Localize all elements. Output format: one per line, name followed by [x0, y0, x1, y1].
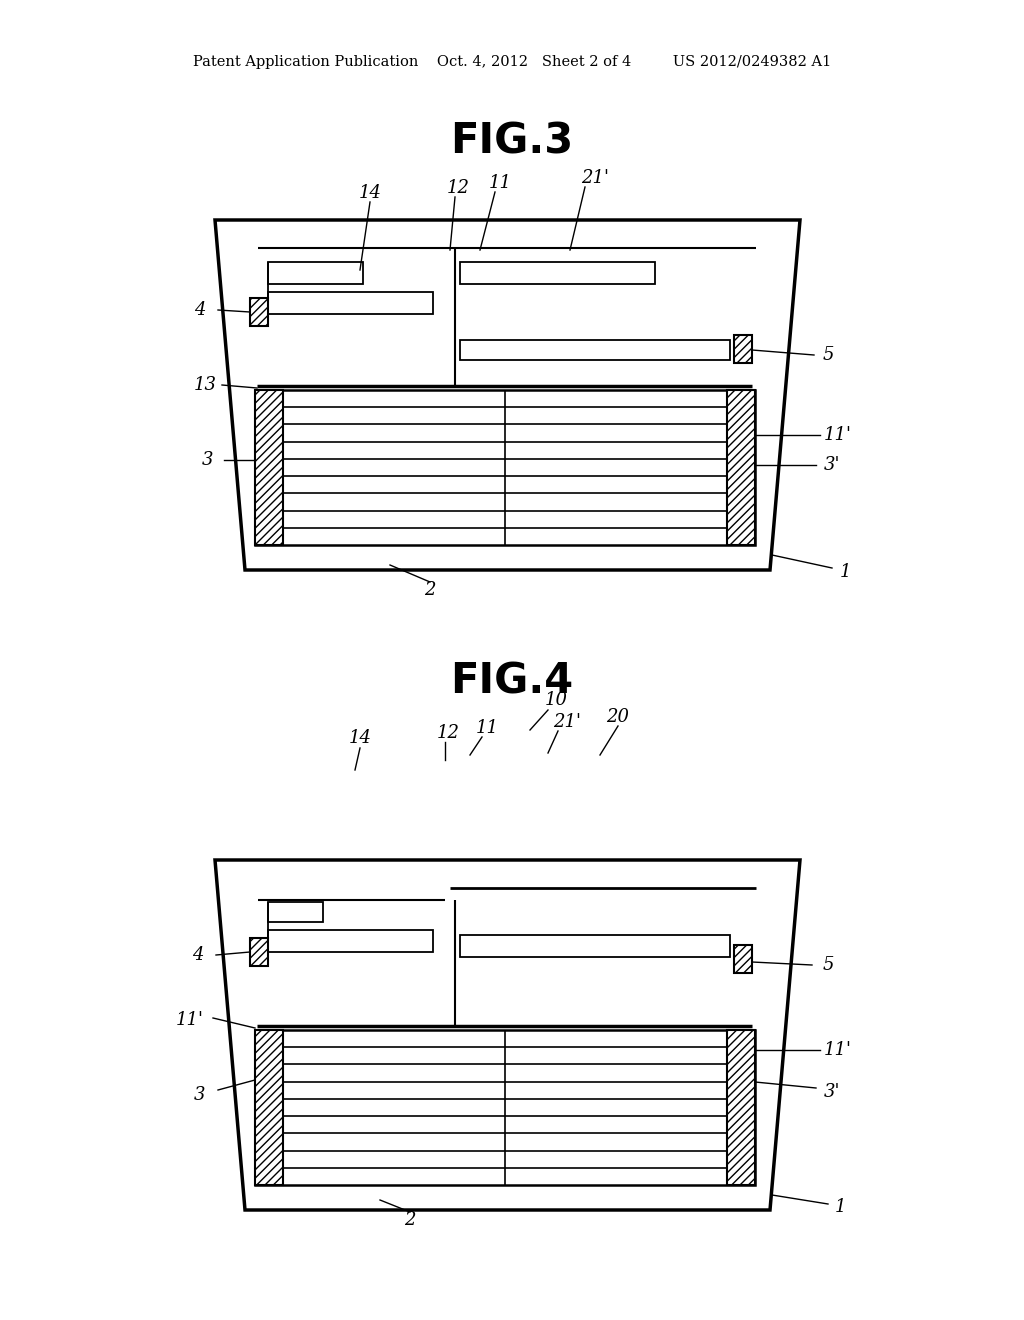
Polygon shape: [215, 861, 800, 1210]
Text: Patent Application Publication    Oct. 4, 2012   Sheet 2 of 4         US 2012/02: Patent Application Publication Oct. 4, 2…: [193, 55, 831, 69]
Text: 12: 12: [446, 180, 469, 197]
Text: 10: 10: [545, 690, 567, 709]
Bar: [255, 1030, 283, 1185]
Text: 11: 11: [488, 174, 512, 191]
Bar: [727, 389, 755, 545]
Text: 3: 3: [203, 451, 214, 469]
Text: 2: 2: [424, 581, 436, 599]
Bar: [268, 902, 323, 921]
Text: FIG.4: FIG.4: [451, 660, 573, 702]
Bar: [268, 261, 362, 284]
Text: 14: 14: [358, 183, 382, 202]
Bar: [255, 389, 283, 545]
Text: 21': 21': [581, 169, 609, 187]
Text: 1: 1: [835, 1199, 846, 1216]
Bar: [268, 931, 433, 952]
Bar: [255, 389, 755, 545]
Text: 11': 11': [176, 1011, 204, 1030]
Text: 4: 4: [193, 946, 204, 964]
Bar: [250, 939, 268, 966]
Text: 5: 5: [822, 346, 834, 364]
Text: 11': 11': [824, 1041, 852, 1059]
Bar: [727, 1030, 755, 1185]
Text: 20: 20: [606, 708, 630, 726]
Text: 13: 13: [194, 376, 216, 393]
Text: 14: 14: [348, 729, 372, 747]
Bar: [460, 935, 730, 957]
Bar: [255, 1030, 755, 1185]
Text: 4: 4: [195, 301, 206, 319]
Text: 1: 1: [840, 564, 851, 581]
Text: 21': 21': [553, 713, 581, 731]
Text: 3': 3': [823, 455, 841, 474]
Text: 3': 3': [823, 1082, 841, 1101]
Bar: [734, 335, 752, 363]
Text: 3: 3: [195, 1086, 206, 1104]
Text: FIG.3: FIG.3: [451, 120, 573, 162]
Text: 5: 5: [822, 956, 834, 974]
Bar: [250, 298, 268, 326]
Text: 11: 11: [475, 719, 499, 737]
Bar: [734, 945, 752, 973]
Bar: [268, 292, 433, 314]
Text: 11': 11': [824, 426, 852, 444]
Polygon shape: [215, 220, 800, 570]
Bar: [460, 261, 655, 284]
Bar: [460, 341, 730, 360]
Text: 12: 12: [436, 723, 460, 742]
Text: 2: 2: [404, 1210, 416, 1229]
